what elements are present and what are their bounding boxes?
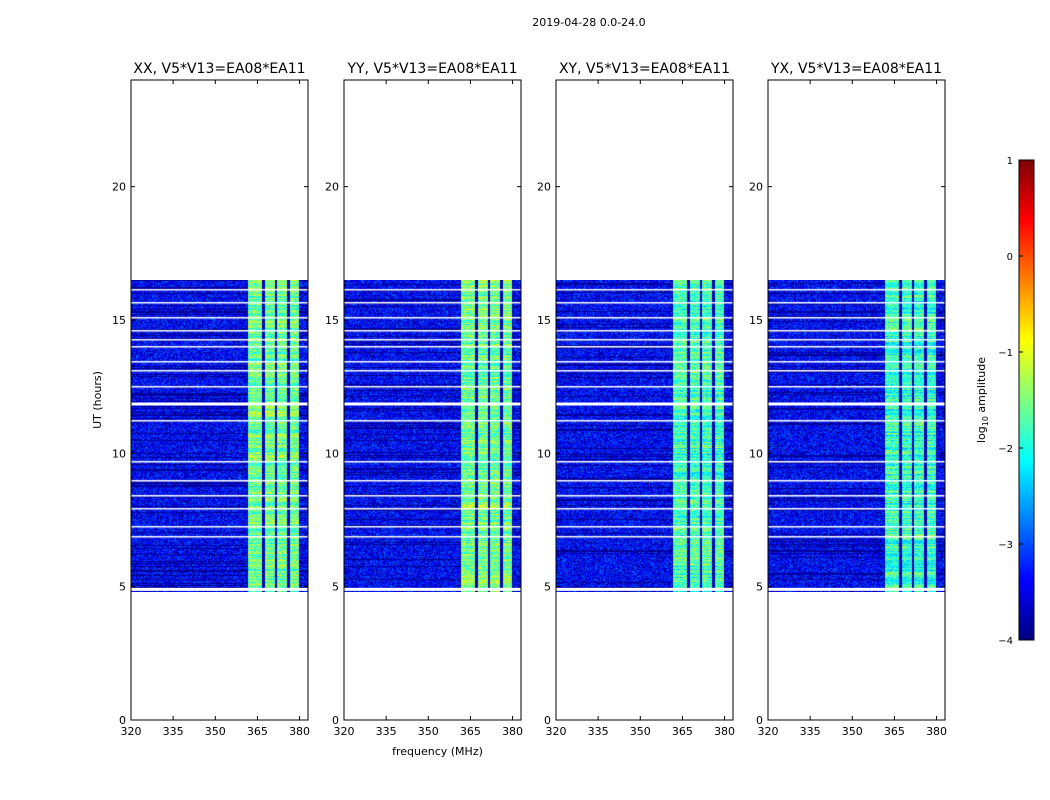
- gap-line: [768, 587, 945, 591]
- x-tick-label: 365: [460, 725, 481, 738]
- colorbar-tick-label: −3: [998, 540, 1013, 551]
- x-tick-label: 335: [376, 725, 397, 738]
- gap-line: [768, 402, 945, 406]
- panel-title: XY, V5*V13=EA08*EA11: [559, 61, 730, 77]
- x-tick-label: 350: [630, 725, 651, 738]
- panel-frame: [555, 79, 734, 721]
- panel-title: YY, V5*V13=EA08*EA11: [346, 61, 517, 77]
- figure-suptitle: 2019-04-28 0.0-24.0: [532, 16, 645, 29]
- colorbar-gradient: [1018, 159, 1035, 641]
- y-tick-label: 15: [537, 314, 551, 327]
- heatmap-image: [344, 280, 521, 592]
- y-tick-label: 20: [325, 181, 339, 194]
- panels-group: XX, V5*V13=EA08*EA11 320 335 350 365 380 0 5 10 1…: [91, 61, 947, 758]
- heatmap-image: [131, 280, 308, 592]
- x-tick-label: 350: [205, 725, 226, 738]
- y-tick-label: 10: [112, 447, 126, 460]
- x-tick-label: 350: [842, 725, 863, 738]
- panel-3: XY, V5*V13=EA08*EA11 320 335 350 365 380 0 5 10 1…: [537, 61, 735, 738]
- y-tick-label: 10: [749, 447, 763, 460]
- x-tick-label: 320: [758, 725, 779, 738]
- x-tick-label: 335: [588, 725, 609, 738]
- panel-2: YY, V5*V13=EA08*EA11 320 335 350 365 380 0 5 10 1…: [325, 61, 523, 758]
- colorbar-tick-label: 1: [1007, 156, 1013, 167]
- x-tick-label: 380: [926, 725, 947, 738]
- x-tick-label: 335: [163, 725, 184, 738]
- y-tick-label: 20: [112, 181, 126, 194]
- panel-title: XX, V5*V13=EA08*EA11: [133, 61, 305, 77]
- colorbar-tick-label: 0: [1007, 252, 1013, 263]
- x-tick-label: 365: [884, 725, 905, 738]
- colorbar: 1 0 −1 −2 −3 −4 log10 amplitude: [975, 156, 1035, 647]
- x-tick-label: 350: [418, 725, 439, 738]
- colorbar-label: log10 amplitude: [975, 357, 990, 443]
- x-tick-label: 365: [672, 725, 693, 738]
- colorbar-tick-label: −1: [998, 348, 1013, 359]
- gap-line: [344, 587, 521, 591]
- x-axis-label: frequency (MHz): [392, 745, 483, 758]
- y-tick-label: 0: [756, 714, 763, 727]
- x-tick-label: 380: [714, 725, 735, 738]
- x-tick-label: 320: [121, 725, 142, 738]
- x-tick-label: 320: [334, 725, 355, 738]
- colorbar-tick-label: −4: [998, 636, 1013, 647]
- panel-frame: [767, 79, 946, 721]
- colorbar-ticks: 1 0 −1 −2 −3 −4: [998, 156, 1023, 647]
- y-tick-label: 0: [119, 714, 126, 727]
- gap-line: [131, 402, 308, 406]
- panel-frame: [343, 79, 522, 721]
- x-tick-label: 380: [289, 725, 310, 738]
- y-tick-label: 0: [332, 714, 339, 727]
- x-tick-label: 335: [800, 725, 821, 738]
- y-axis-label: UT (hours): [91, 371, 104, 429]
- y-tick-label: 10: [325, 447, 339, 460]
- x-tick-label: 380: [502, 725, 523, 738]
- y-tick-label: 5: [756, 581, 763, 594]
- y-tick-label: 20: [537, 181, 551, 194]
- y-tick-label: 5: [119, 581, 126, 594]
- y-tick-label: 15: [112, 314, 126, 327]
- y-tick-label: 5: [332, 581, 339, 594]
- gap-line: [344, 402, 521, 406]
- panel-4: YX, V5*V13=EA08*EA11 320 335 350 365 380 0 5 10 1…: [749, 61, 947, 738]
- y-tick-label: 10: [537, 447, 551, 460]
- gap-line: [556, 402, 733, 406]
- gap-line: [131, 587, 308, 591]
- y-tick-label: 0: [544, 714, 551, 727]
- panel-1: XX, V5*V13=EA08*EA11 320 335 350 365 380 0 5 10 1…: [91, 61, 310, 738]
- panel-frame: [130, 79, 309, 721]
- y-tick-label: 15: [325, 314, 339, 327]
- gap-line: [556, 587, 733, 591]
- x-tick-label: 320: [546, 725, 567, 738]
- heatmap-image: [768, 280, 945, 592]
- heatmap-image: [556, 280, 733, 592]
- y-tick-label: 20: [749, 181, 763, 194]
- y-tick-label: 15: [749, 314, 763, 327]
- panel-title: YX, V5*V13=EA08*EA11: [770, 61, 942, 77]
- x-tick-label: 365: [247, 725, 268, 738]
- colorbar-tick-label: −2: [998, 444, 1013, 455]
- y-tick-label: 5: [544, 581, 551, 594]
